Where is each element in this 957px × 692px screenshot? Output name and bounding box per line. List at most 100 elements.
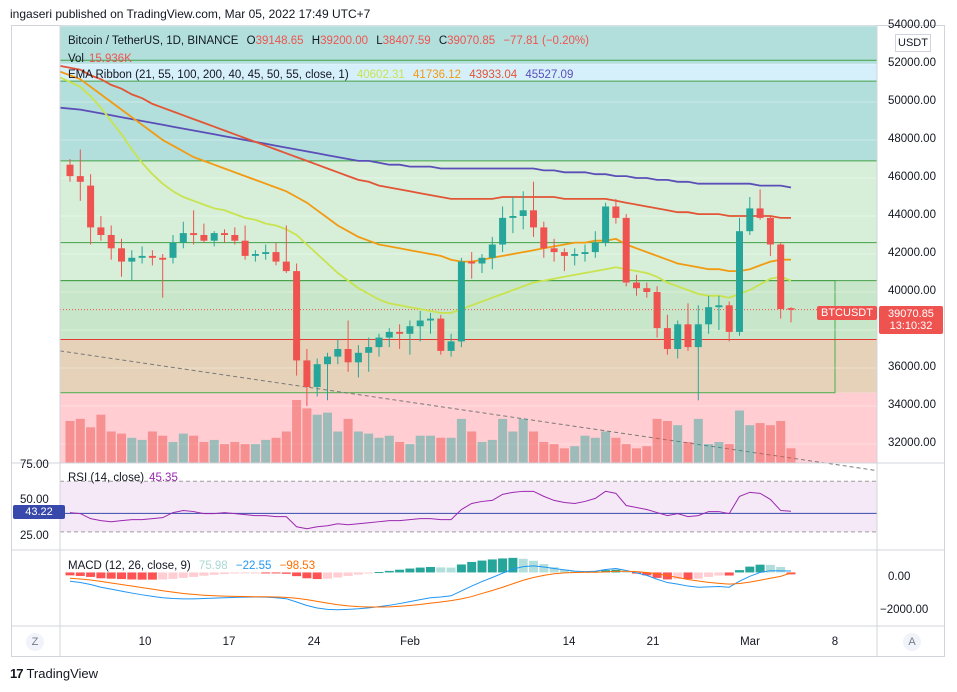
volume-bar [292, 400, 302, 463]
macd-histogram-bar [477, 560, 487, 573]
macd-axis-neg: −2000.00 [880, 604, 929, 616]
volume-bar [456, 418, 466, 463]
volume-bar [786, 448, 796, 463]
signal-line [69, 570, 792, 608]
volume-bar [467, 431, 477, 463]
volume-bar [106, 431, 116, 463]
candle-body [87, 185, 95, 228]
volume-bar [745, 425, 755, 463]
macd-histogram-bar [714, 572, 724, 576]
macd-histogram-bar [724, 572, 734, 576]
volume-bar [508, 431, 518, 463]
candle-body [128, 257, 136, 262]
volume-bar [199, 442, 209, 463]
candle-body [190, 233, 198, 235]
macd-histogram-bar [127, 572, 137, 580]
macd-histogram-bar [683, 572, 693, 580]
bar-countdown: 13:10:32 [889, 320, 933, 332]
candle-body [777, 244, 785, 310]
auto-scale-button[interactable]: A [903, 633, 921, 651]
macd-histogram-bar [199, 572, 209, 576]
chart-frame [11, 25, 945, 657]
volume-bar [724, 444, 734, 463]
zoom-button[interactable]: Z [26, 633, 44, 651]
macd-histogram-bar [75, 572, 85, 576]
close-label: C [438, 35, 448, 47]
price-label: 48000.00 [888, 133, 936, 145]
macd-histogram-bar [240, 572, 250, 574]
publisher-line: ingaseri published on TradingView.com, M… [10, 7, 371, 21]
candle-body [746, 208, 754, 232]
price-label: 44000.00 [888, 209, 936, 221]
high-value: 39200.00 [320, 35, 369, 47]
ema-legend[interactable]: EMA Ribbon (21, 55, 100, 200, 40, 45, 50… [68, 69, 578, 81]
macd-histogram-bar [86, 572, 96, 577]
pane-separators [11, 26, 945, 656]
volume-legend[interactable]: Vol 15.936K [68, 53, 137, 65]
volume-bar [765, 425, 775, 463]
candle-body [138, 255, 146, 258]
macd-histogram-bar [384, 570, 394, 573]
macd-histogram-bar [364, 572, 374, 574]
volume-bar [168, 442, 178, 463]
symbol-legend[interactable]: Bitcoin / TetherUS, 1D, BINANCE O39148.6… [68, 35, 594, 47]
rsi-value: 45.35 [149, 472, 178, 484]
candle-body [262, 252, 270, 254]
close-value: 39070.85 [447, 35, 496, 47]
volume-bar [343, 418, 353, 463]
macd-histogram-bar [436, 567, 446, 573]
price-zone [60, 64, 877, 82]
ema-55-line [59, 70, 791, 273]
volume-bar [209, 439, 219, 463]
time-label-feb: Feb [400, 636, 420, 648]
volume-bar [570, 446, 580, 463]
candle-body [282, 261, 290, 272]
volume-bar [529, 431, 538, 463]
macd-legend[interactable]: MACD (12, 26, close, 9) 75.98 −22.55 −98… [68, 560, 320, 572]
rsi-pane [60, 480, 877, 533]
time-label-10: 10 [138, 636, 152, 648]
rsi-legend[interactable]: RSI (14, close) 45.35 [68, 472, 183, 484]
macd-histogram-bar [549, 567, 559, 573]
candle-body [530, 210, 537, 228]
macd-histogram-bar [178, 572, 188, 578]
currency-button[interactable]: USDT [895, 34, 931, 52]
macd-histogram-bar [292, 572, 302, 577]
candle-body [375, 337, 383, 348]
time-label-mar: Mar [740, 636, 760, 648]
macd-histogram-bar [302, 572, 312, 579]
candle-body [633, 282, 640, 289]
macd-histogram-bar [735, 570, 744, 573]
volume-bar [147, 431, 157, 463]
volume-bar [426, 435, 435, 463]
candle-body [705, 307, 713, 325]
rsi-level-25: 25.00 [20, 530, 49, 542]
candle-body [210, 233, 218, 241]
macd-histogram-bar [415, 567, 425, 573]
candle-body [787, 308, 795, 310]
macd-histogram-bar [65, 572, 75, 576]
candle-body [313, 364, 321, 387]
price-label: 36000.00 [888, 361, 936, 373]
footer-brand[interactable]: 17 TradingView [10, 666, 98, 681]
candle-body [756, 208, 764, 218]
rsi-label: RSI (14, close) [68, 472, 145, 484]
candle-body [179, 233, 187, 243]
macd-histogram-bar [117, 572, 126, 580]
macd-histogram-bar [271, 572, 281, 574]
volume-bar [271, 437, 281, 463]
rsi-band [60, 481, 877, 532]
candle-body [303, 360, 311, 387]
macd-histogram-bar [642, 572, 652, 576]
macd-histogram-bar [446, 567, 456, 573]
macd-histogram-bar [353, 572, 363, 575]
candle-body [694, 324, 702, 348]
macd-histogram-bar [518, 558, 528, 573]
macd-line [69, 565, 792, 611]
high-label: H [311, 35, 321, 47]
macd-histogram-bar [508, 557, 518, 573]
macd-histogram-bar [405, 568, 415, 573]
candle-body [365, 347, 373, 353]
macd-histogram-bar [559, 569, 569, 573]
